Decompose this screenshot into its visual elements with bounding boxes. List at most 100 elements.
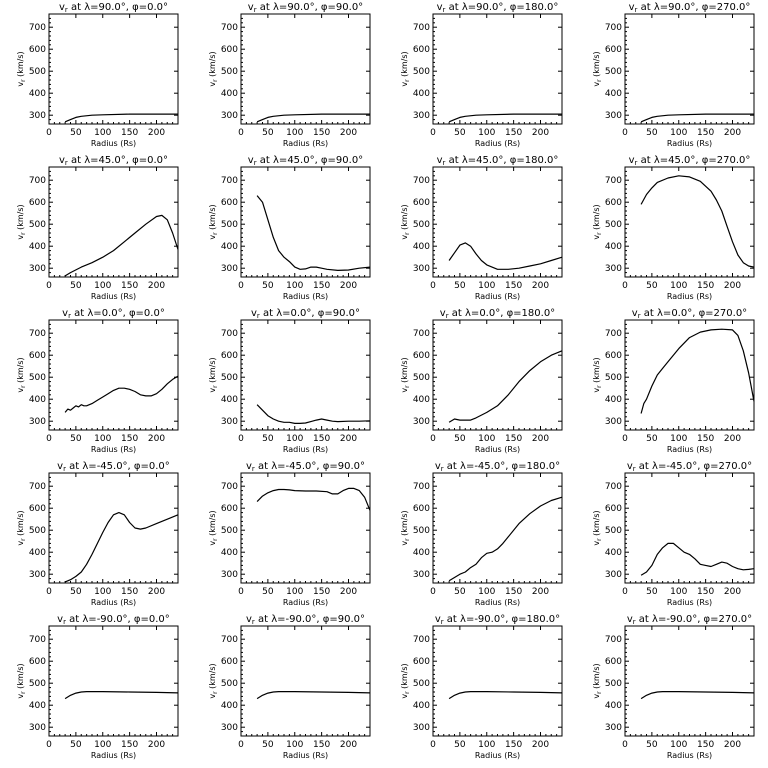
y-tick-label: 400 [221, 242, 238, 252]
x-axis-label: Radius (Rs) [667, 139, 712, 148]
x-tick-label: 0 [622, 587, 628, 597]
series-line [64, 690, 179, 700]
y-tick-label: 600 [605, 657, 622, 667]
x-tick-label: 0 [430, 740, 436, 750]
series-line [64, 375, 179, 413]
y-tick-label: 500 [221, 67, 238, 77]
x-tick-label: 200 [148, 128, 165, 138]
panel-title: vr at λ=-45.0°, φ=0.0° [57, 461, 170, 473]
x-tick-label: 200 [340, 281, 357, 291]
x-tick-label: 100 [94, 587, 111, 597]
panel: vr at λ=-90.0°, φ=0.0° 0 50 100 150 200 300 400… [16, 614, 179, 760]
x-tick-label: 0 [622, 740, 628, 750]
panel: vr at λ=45.0°, φ=270.0° 0 50 100 150 200 300 40… [592, 155, 755, 301]
y-tick-label: 600 [221, 657, 238, 667]
x-tick-label: 0 [430, 128, 436, 138]
y-tick-label: 300 [221, 111, 238, 121]
y-tick-label: 300 [605, 723, 622, 733]
y-tick-label: 400 [605, 242, 622, 252]
y-tick-label: 300 [605, 570, 622, 580]
panel-title: vr at λ=0.0°, φ=90.0° [251, 308, 360, 320]
x-tick-label: 50 [262, 587, 274, 597]
x-tick-label: 100 [94, 281, 111, 291]
x-tick-label: 200 [340, 740, 357, 750]
y-tick-label: 700 [413, 176, 430, 186]
y-axis-label: vr (km/s) [208, 663, 219, 698]
panel: vr at λ=0.0°, φ=0.0° 0 50 100 150 200 300 400 50… [16, 308, 179, 454]
panel-title: vr at λ=90.0°, φ=180.0° [437, 2, 559, 14]
y-axis-label: vr (km/s) [592, 510, 603, 545]
x-tick-label: 200 [340, 587, 357, 597]
x-tick-label: 100 [478, 434, 495, 444]
y-tick-label: 400 [221, 548, 238, 558]
panel-title: vr at λ=45.0°, φ=180.0° [437, 155, 559, 167]
x-axis-label: Radius (Rs) [283, 139, 328, 148]
y-axis-label: vr (km/s) [16, 204, 27, 239]
panel-title: vr at λ=45.0°, φ=270.0° [629, 155, 751, 167]
panel-title: vr at λ=45.0°, φ=0.0° [59, 155, 168, 167]
series-line [640, 690, 755, 700]
y-tick-label: 600 [29, 504, 46, 514]
y-axis-label: vr (km/s) [208, 51, 219, 86]
x-tick-label: 150 [121, 128, 138, 138]
x-tick-label: 200 [724, 740, 741, 750]
x-tick-label: 100 [286, 434, 303, 444]
y-tick-label: 300 [413, 417, 430, 427]
y-axis-label: vr (km/s) [400, 663, 411, 698]
x-tick-label: 100 [670, 434, 687, 444]
x-tick-label: 200 [532, 128, 549, 138]
y-tick-label: 500 [221, 526, 238, 536]
y-tick-label: 500 [221, 220, 238, 230]
y-axis-label: vr (km/s) [592, 51, 603, 86]
y-tick-label: 700 [29, 482, 46, 492]
y-tick-label: 700 [605, 482, 622, 492]
series-line [448, 496, 563, 582]
panel: vr at λ=-90.0°, φ=270.0° 0 50 100 150 200 300 4… [592, 614, 755, 760]
y-tick-label: 700 [29, 329, 46, 339]
x-tick-label: 50 [454, 434, 466, 444]
x-tick-label: 200 [532, 740, 549, 750]
x-tick-label: 50 [646, 434, 658, 444]
panel: vr at λ=-45.0°, φ=0.0° 0 50 100 150 200 300 400… [16, 461, 179, 607]
x-tick-label: 100 [670, 740, 687, 750]
y-tick-label: 300 [605, 111, 622, 121]
x-tick-label: 200 [724, 128, 741, 138]
x-tick-label: 200 [148, 740, 165, 750]
x-axis-label: Radius (Rs) [667, 751, 712, 760]
x-tick-label: 200 [724, 587, 741, 597]
y-tick-label: 400 [605, 89, 622, 99]
y-tick-label: 600 [413, 45, 430, 55]
y-tick-label: 300 [413, 111, 430, 121]
y-tick-label: 700 [605, 23, 622, 33]
panel-title: vr at λ=-45.0°, φ=90.0° [246, 461, 365, 473]
x-tick-label: 0 [238, 587, 244, 597]
x-tick-label: 100 [286, 740, 303, 750]
y-axis-label: vr (km/s) [400, 204, 411, 239]
x-tick-label: 100 [94, 434, 111, 444]
plot-frame [624, 472, 755, 584]
plot-frame [240, 13, 371, 125]
x-tick-label: 150 [505, 434, 522, 444]
y-tick-label: 600 [221, 504, 238, 514]
y-tick-label: 700 [605, 176, 622, 186]
plot-frame [240, 166, 371, 278]
y-tick-label: 600 [221, 45, 238, 55]
x-tick-label: 100 [670, 128, 687, 138]
y-tick-label: 600 [29, 351, 46, 361]
x-axis-label: Radius (Rs) [283, 292, 328, 301]
y-axis-label: vr (km/s) [16, 357, 27, 392]
x-tick-label: 50 [646, 587, 658, 597]
y-tick-label: 700 [605, 635, 622, 645]
panel: vr at λ=-90.0°, φ=180.0° 0 50 100 150 200 300 4… [400, 614, 563, 760]
x-axis-label: Radius (Rs) [667, 292, 712, 301]
panel: vr at λ=-45.0°, φ=270.0° 0 50 100 150 200 300 4… [592, 461, 755, 607]
y-tick-label: 400 [413, 548, 430, 558]
plot-frame [48, 166, 179, 278]
y-tick-label: 700 [605, 329, 622, 339]
y-tick-label: 300 [605, 264, 622, 274]
series-line [256, 195, 371, 271]
panel: vr at λ=90.0°, φ=0.0° 0 50 100 150 200 300 400 5… [16, 2, 179, 148]
plot-frame [240, 625, 371, 737]
plot-frame [432, 319, 563, 431]
x-tick-label: 200 [724, 434, 741, 444]
